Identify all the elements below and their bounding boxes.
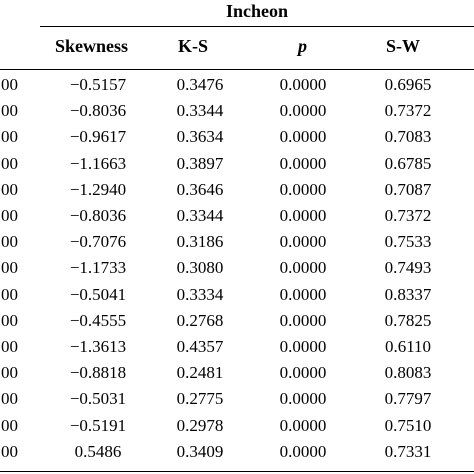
- table-row: 00 −0.5041 0.3334 0.0000 0.8337: [0, 283, 474, 307]
- row-lead-cell: 00: [1, 285, 18, 304]
- skewness-cell: −1.3613: [69, 337, 127, 356]
- p-value-cell: 0.0000: [279, 285, 327, 304]
- ks-cell: 0.2978: [176, 416, 224, 435]
- sw-cell: 0.7533: [384, 232, 432, 251]
- skewness-cell: −0.8036: [69, 101, 127, 120]
- p-value-cell: 0.0000: [279, 442, 327, 461]
- table-row: 00 −1.1663 0.3897 0.0000 0.6785: [0, 152, 474, 176]
- sw-cell: 0.6785: [384, 154, 432, 173]
- p-value-cell: 0.0000: [279, 180, 327, 199]
- skewness-cell: −0.7076: [69, 232, 127, 251]
- row-lead-cell: 00: [1, 101, 18, 120]
- sw-cell: 0.7825: [384, 311, 432, 330]
- ks-cell: 0.2775: [176, 389, 224, 408]
- table-row: 00 −0.8818 0.2481 0.0000 0.8083: [0, 361, 474, 385]
- p-value-cell: 0.0000: [279, 232, 327, 251]
- p-value-cell: 0.0000: [279, 389, 327, 408]
- sw-cell: 0.8083: [384, 363, 432, 382]
- skewness-cell: −0.5157: [69, 75, 127, 94]
- sw-cell: 0.7797: [384, 389, 432, 408]
- skewness-cell: −0.5031: [69, 389, 127, 408]
- table-row: 00 −0.8036 0.3344 0.0000 0.7372: [0, 99, 474, 123]
- p-value-cell: 0.0000: [279, 75, 327, 94]
- ks-cell: 0.2768: [176, 311, 224, 330]
- row-lead-cell: 00: [1, 154, 18, 173]
- header-ks: K-S: [178, 36, 209, 56]
- row-lead-cell: 00: [1, 127, 18, 146]
- row-lead-cell: 00: [1, 75, 18, 94]
- sw-cell: 0.6110: [384, 337, 432, 356]
- bottom-rule: [0, 471, 474, 472]
- row-lead-cell: 00: [1, 389, 18, 408]
- ks-cell: 0.3344: [176, 206, 224, 225]
- sw-cell: 0.7087: [384, 180, 432, 199]
- ks-cell: 0.3634: [176, 127, 224, 146]
- row-lead-cell: 00: [1, 206, 18, 225]
- header-skewness: Skewness: [55, 36, 129, 56]
- ks-cell: 0.3409: [176, 442, 224, 461]
- ks-cell: 0.4357: [176, 337, 224, 356]
- p-value-cell: 0.0000: [279, 311, 327, 330]
- sw-cell: 0.7083: [384, 127, 432, 146]
- row-lead-cell: 00: [1, 258, 18, 277]
- ks-cell: 0.3334: [176, 285, 224, 304]
- sw-cell: 0.7372: [384, 101, 432, 120]
- skewness-cell: −0.5191: [69, 416, 127, 435]
- sw-cell: 0.7331: [384, 442, 432, 461]
- ks-cell: 0.3080: [176, 258, 224, 277]
- ks-cell: 0.2481: [176, 363, 224, 382]
- ks-cell: 0.3476: [176, 75, 224, 94]
- skewness-cell: −1.1733: [69, 258, 127, 277]
- row-lead-cell: 00: [1, 180, 18, 199]
- p-value-cell: 0.0000: [279, 101, 327, 120]
- p-value-cell: 0.0000: [279, 363, 327, 382]
- header-sw: S-W: [386, 36, 421, 56]
- table-row: 00 0.5486 0.3409 0.0000 0.7331: [0, 440, 474, 464]
- group-rule: [40, 26, 474, 27]
- row-lead-cell: 00: [1, 311, 18, 330]
- p-value-cell: 0.0000: [279, 154, 327, 173]
- table-row: 00 −0.7076 0.3186 0.0000 0.7533: [0, 230, 474, 254]
- header-p: p: [298, 36, 307, 56]
- table-row: 00 −0.8036 0.3344 0.0000 0.7372: [0, 204, 474, 228]
- row-lead-cell: 00: [1, 416, 18, 435]
- table-row: 00 −0.4555 0.2768 0.0000 0.7825: [0, 309, 474, 333]
- table-row: 00 −0.5031 0.2775 0.0000 0.7797: [0, 387, 474, 411]
- p-value-cell: 0.0000: [279, 127, 327, 146]
- table-row: 00 −0.5157 0.3476 0.0000 0.6965: [0, 73, 474, 97]
- group-title-incheon: Incheon: [225, 1, 288, 21]
- row-lead-cell: 00: [1, 337, 18, 356]
- ks-cell: 0.3897: [176, 154, 224, 173]
- p-value-cell: 0.0000: [279, 258, 327, 277]
- p-value-cell: 0.0000: [279, 416, 327, 435]
- skewness-cell: −0.8036: [69, 206, 127, 225]
- table-row: 00 −1.2940 0.3646 0.0000 0.7087: [0, 178, 474, 202]
- sw-cell: 0.6965: [384, 75, 432, 94]
- header-rule: [0, 69, 474, 70]
- row-lead-cell: 00: [1, 363, 18, 382]
- skewness-cell: −1.1663: [69, 154, 127, 173]
- row-lead-cell: 00: [1, 442, 18, 461]
- skewness-cell: 0.5486: [74, 442, 122, 461]
- p-value-cell: 0.0000: [279, 337, 327, 356]
- skewness-cell: −0.9617: [69, 127, 127, 146]
- skewness-cell: −0.8818: [69, 363, 127, 382]
- ks-cell: 0.3186: [176, 232, 224, 251]
- table-row: 00 −0.5191 0.2978 0.0000 0.7510: [0, 414, 474, 438]
- table-row: 00 −1.3613 0.4357 0.0000 0.6110: [0, 335, 474, 359]
- ks-cell: 0.3646: [176, 180, 224, 199]
- table-row: 00 −1.1733 0.3080 0.0000 0.7493: [0, 256, 474, 280]
- row-lead-cell: 00: [1, 232, 18, 251]
- sw-cell: 0.7372: [384, 206, 432, 225]
- table-row: 00 −0.9617 0.3634 0.0000 0.7083: [0, 125, 474, 149]
- skewness-cell: −0.5041: [69, 285, 127, 304]
- sw-cell: 0.8337: [384, 285, 432, 304]
- p-value-cell: 0.0000: [279, 206, 327, 225]
- skewness-cell: −0.4555: [69, 311, 127, 330]
- sw-cell: 0.7493: [384, 258, 432, 277]
- skewness-cell: −1.2940: [69, 180, 127, 199]
- sw-cell: 0.7510: [384, 416, 432, 435]
- ks-cell: 0.3344: [176, 101, 224, 120]
